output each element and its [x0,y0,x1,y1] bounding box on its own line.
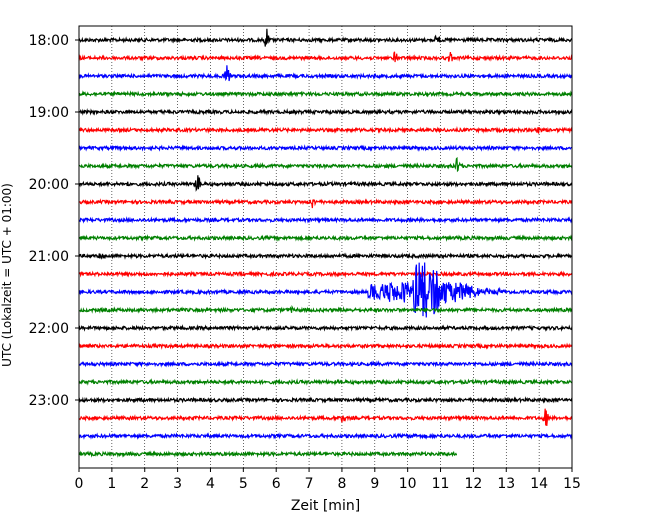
y-axis-ticks: 18:00 19:00 20:00 21:00 22:00 23:00 [29,33,79,409]
x-tick-label: 1 [107,476,116,492]
y-tick-label: 19:00 [29,105,69,121]
trace-line [78,65,573,82]
x-tick-label: 12 [464,476,482,492]
y-tick-label: 18:00 [29,33,69,49]
x-tick-label: 8 [337,476,346,492]
trace-line [78,108,573,116]
trace-group [78,28,573,458]
trace-line [78,342,573,350]
x-tick-label: 7 [305,476,314,492]
trace-line [78,51,573,63]
trace-line [78,324,573,332]
trace-line [78,216,573,224]
x-tick-label: 11 [432,476,450,492]
trace-line [78,408,573,426]
trace-line [78,304,573,314]
x-tick-label: 5 [239,476,248,492]
trace-line [78,234,573,242]
y-tick-label: 20:00 [29,177,69,193]
trace-line [78,175,573,192]
trace-line [78,90,573,98]
y-tick-label: 23:00 [29,393,69,409]
trace-line [78,378,573,386]
trace-line [78,396,573,404]
trace-line [78,432,573,440]
x-tick-label: 4 [206,476,215,492]
trace-line [78,360,573,368]
x-axis-ticks: 0 1 2 3 4 5 6 7 8 9 10 11 12 13 14 15 [75,468,581,492]
trace-line [78,156,573,173]
trace-line [78,252,573,260]
x-tick-label: 2 [140,476,149,492]
trace-line [78,126,573,134]
x-tick-label: 3 [173,476,182,492]
x-axis-title: Zeit [min] [291,498,360,514]
plot-frame [78,25,573,469]
x-tick-label: 6 [272,476,281,492]
x-tick-label: 13 [497,476,515,492]
x-tick-label: 9 [370,476,379,492]
y-tick-label: 21:00 [29,249,69,265]
trace-line [78,28,573,47]
x-tick-label: 0 [75,476,84,492]
x-tick-label: 10 [399,476,417,492]
trace-line [78,144,573,152]
x-tick-label: 14 [530,476,548,492]
x-tick-label: 15 [563,476,581,492]
trace-line [78,198,573,209]
trace-line [78,450,458,458]
trace-line [78,262,573,318]
y-tick-label: 22:00 [29,321,69,337]
y-axis-title: UTC (Lokalzeit = UTC + 01:00) [0,183,14,367]
trace-line [78,270,573,278]
